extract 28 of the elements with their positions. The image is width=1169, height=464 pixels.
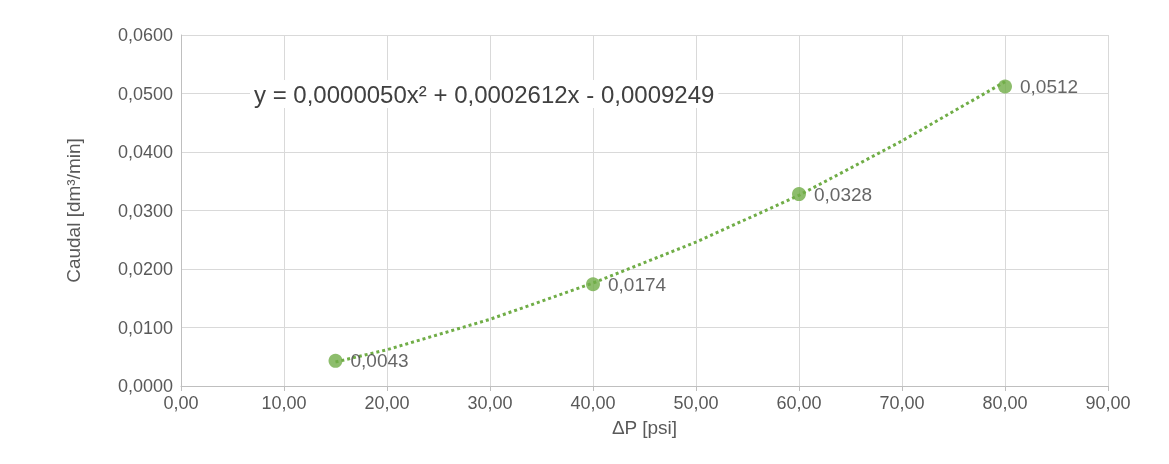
x-tick-label: 30,00: [467, 393, 513, 413]
point: [328, 353, 343, 368]
y-tick-label: 0,0500: [117, 83, 173, 104]
x-tick-label: 60,00: [776, 393, 822, 413]
point: [792, 187, 806, 202]
x-tick-label: 90,00: [1085, 393, 1131, 413]
x-tick-label: 70,00: [879, 393, 925, 413]
y-axis-title: Caudal [dm³/min]: [63, 138, 84, 283]
point: [998, 79, 1012, 94]
data-label: 0,0512: [1020, 75, 1079, 97]
y-tick-label: 0,0600: [117, 25, 173, 45]
x-tick-label: 20,00: [364, 393, 410, 413]
data-label: 0,0043: [350, 350, 409, 372]
x-tick-label: 40,00: [570, 393, 616, 413]
data-label: 0,0174: [608, 273, 667, 295]
y-tick-label: 0,0100: [117, 317, 173, 338]
x-tick-label: 80,00: [982, 393, 1028, 413]
y-tick-label: 0,0000: [117, 376, 173, 396]
x-tick-label: 50,00: [673, 393, 719, 413]
data-label: 0,0328: [814, 183, 873, 205]
x-axis-title: ΔP [psi]: [611, 417, 678, 438]
x-tick-label: 10,00: [261, 393, 307, 413]
annotation: y = 0,0000050x² + 0,0002612x - 0,0009249: [254, 80, 715, 108]
y-tick-label: 0,0200: [117, 259, 173, 279]
x-tick-label: 0,00: [163, 393, 199, 413]
point: [586, 277, 600, 292]
y-tick-label: 0,0400: [117, 142, 173, 162]
y-tick-label: 0,0300: [117, 200, 173, 221]
